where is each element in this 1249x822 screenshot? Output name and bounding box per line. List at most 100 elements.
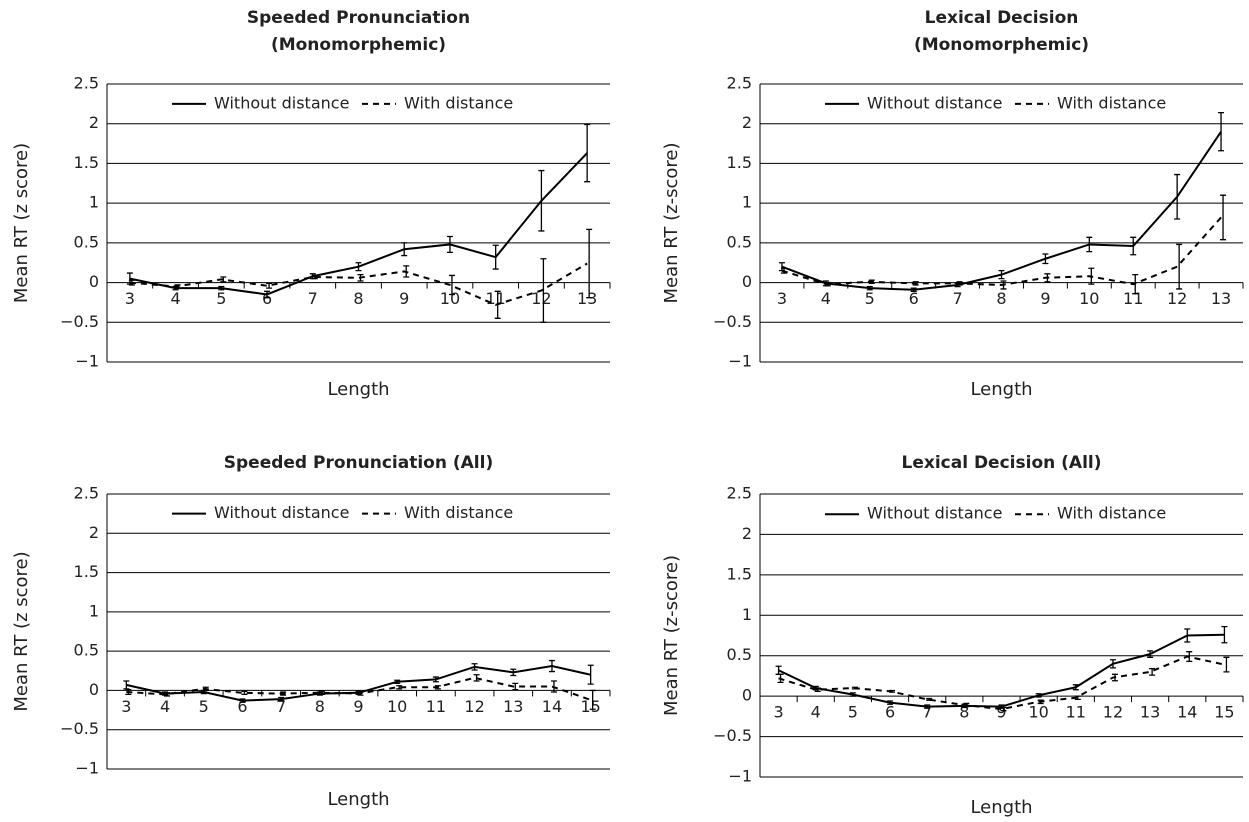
y-tick-label: 1 xyxy=(89,601,99,620)
y-axis-title: Mean RT (z score) xyxy=(11,551,32,711)
error-bar xyxy=(887,700,894,705)
error-bar xyxy=(849,692,856,697)
error-bar xyxy=(1220,194,1227,241)
error-bar xyxy=(550,680,557,693)
x-tick-label: 7 xyxy=(922,703,932,722)
y-tick-label: −0.5 xyxy=(60,719,99,738)
error-bar xyxy=(540,258,547,323)
y-tick-label: 2 xyxy=(89,113,99,132)
x-tick-label: 15 xyxy=(580,697,600,716)
error-bar xyxy=(926,697,933,701)
error-bar xyxy=(910,287,917,292)
x-tick-label: 6 xyxy=(237,697,247,716)
error-bar xyxy=(432,676,439,683)
x-tick-label: 9 xyxy=(353,697,363,716)
error-bar xyxy=(394,679,401,685)
x-tick-label: 6 xyxy=(262,289,272,308)
error-bar xyxy=(1035,693,1042,698)
error-bar xyxy=(912,281,919,286)
legend-label: Without distance xyxy=(214,93,349,112)
y-tick-label: 1 xyxy=(742,605,752,624)
y-tick-label: 0 xyxy=(742,272,752,291)
x-tick-label: 7 xyxy=(952,289,962,308)
error-bar xyxy=(123,680,130,690)
error-bar xyxy=(220,276,227,283)
error-bar xyxy=(446,235,453,254)
error-bar xyxy=(586,228,593,299)
y-tick-label: −1 xyxy=(75,352,99,371)
error-bar xyxy=(956,281,963,286)
x-tick-label: 15 xyxy=(1214,703,1234,722)
error-bar xyxy=(1130,236,1137,256)
error-bar xyxy=(218,285,225,291)
chart-title: Speeded Pronunciation xyxy=(247,8,470,28)
error-bar xyxy=(278,696,285,702)
error-bar xyxy=(1042,253,1049,265)
x-tick-label: 4 xyxy=(821,289,831,308)
y-tick-label: 2 xyxy=(742,524,752,543)
error-bar xyxy=(125,688,132,696)
y-tick-label: 2.5 xyxy=(74,484,99,503)
error-bar xyxy=(1000,280,1007,290)
error-bar xyxy=(473,674,480,682)
error-bar xyxy=(589,689,596,710)
error-bar xyxy=(1149,668,1156,676)
x-axis-title: Length xyxy=(970,797,1032,818)
error-bar xyxy=(538,169,545,232)
error-bar xyxy=(280,691,287,696)
y-tick-label: 2.5 xyxy=(74,74,99,93)
error-bar xyxy=(202,686,209,692)
x-tick-label: 13 xyxy=(1140,703,1160,722)
x-tick-label: 5 xyxy=(848,703,858,722)
error-bar xyxy=(241,690,248,696)
error-bar xyxy=(512,682,519,691)
y-tick-label: 1.5 xyxy=(74,562,99,581)
y-tick-label: 1.5 xyxy=(727,564,752,583)
x-tick-label: 10 xyxy=(387,697,407,716)
x-tick-label: 7 xyxy=(276,697,286,716)
y-tick-label: 1 xyxy=(742,193,752,212)
x-tick-label: 11 xyxy=(426,697,446,716)
y-tick-label: −1 xyxy=(728,767,752,786)
error-bar xyxy=(164,692,171,697)
legend-label: Without distance xyxy=(214,503,349,522)
error-bar xyxy=(548,659,555,673)
x-tick-label: 12 xyxy=(1103,703,1123,722)
error-bar xyxy=(824,281,831,287)
x-tick-label: 9 xyxy=(1040,289,1050,308)
x-axis-title: Length xyxy=(327,789,389,810)
x-tick-label: 3 xyxy=(773,703,783,722)
x-tick-label: 4 xyxy=(170,289,180,308)
error-bar xyxy=(128,279,135,286)
y-axis-title: Mean RT (z score) xyxy=(11,143,32,303)
x-tick-label: 8 xyxy=(353,289,363,308)
y-axis-title: Mean RT (z-score) xyxy=(661,142,682,303)
error-bar xyxy=(1072,684,1079,691)
legend-label: Without distance xyxy=(867,504,1002,523)
error-bar xyxy=(1000,706,1007,712)
error-bar xyxy=(355,262,362,272)
x-tick-label: 6 xyxy=(909,289,919,308)
x-tick-label: 14 xyxy=(1177,703,1197,722)
y-tick-label: 2.5 xyxy=(727,74,752,93)
error-bar xyxy=(318,690,325,696)
y-tick-label: 0 xyxy=(742,686,752,705)
legend-label: With distance xyxy=(404,503,513,522)
error-bar xyxy=(963,702,970,708)
x-tick-label: 9 xyxy=(399,289,409,308)
x-tick-label: 13 xyxy=(1211,289,1231,308)
chart-title: Lexical Decision xyxy=(925,8,1079,28)
y-tick-label: 0 xyxy=(89,272,99,291)
y-tick-label: 0.5 xyxy=(74,232,99,251)
y-tick-label: −0.5 xyxy=(713,312,752,331)
y-tick-label: 2 xyxy=(742,113,752,132)
error-bar xyxy=(777,673,784,684)
x-axis-title: Length xyxy=(327,379,389,400)
error-bar xyxy=(266,282,273,289)
error-bar xyxy=(1132,273,1139,295)
x-tick-label: 13 xyxy=(503,697,523,716)
chart-title: (Monomorphemic) xyxy=(914,35,1089,55)
legend-label: Without distance xyxy=(867,93,1002,112)
series-line xyxy=(129,152,588,296)
